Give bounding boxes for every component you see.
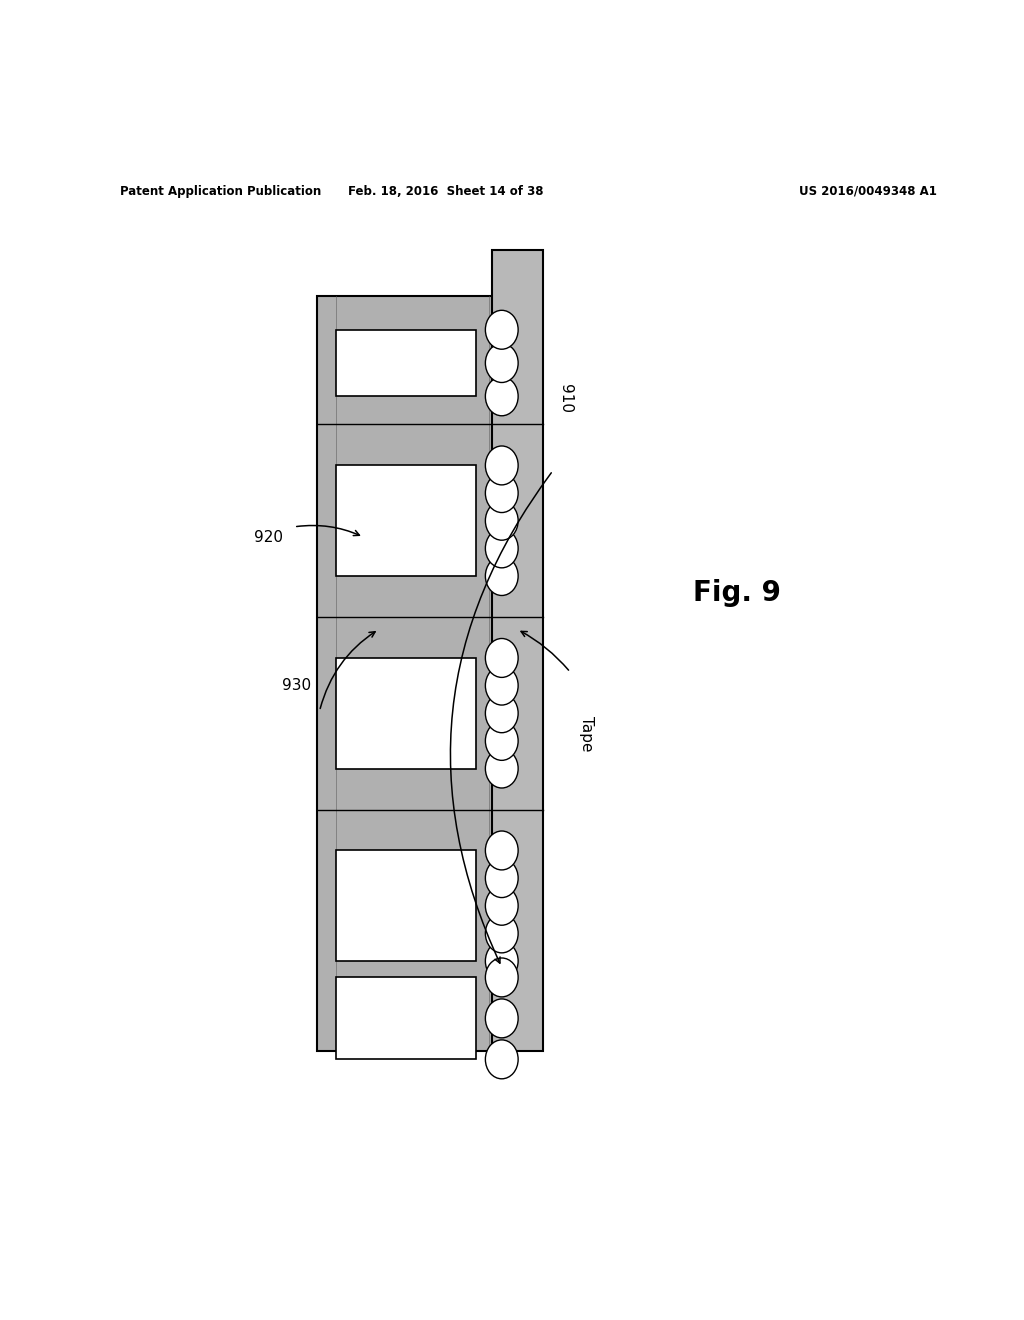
Ellipse shape xyxy=(485,343,518,383)
Ellipse shape xyxy=(485,886,518,925)
Ellipse shape xyxy=(485,502,518,540)
Bar xyxy=(336,977,476,1060)
Text: Tape: Tape xyxy=(579,715,594,751)
Text: Fig. 9: Fig. 9 xyxy=(693,579,781,607)
Ellipse shape xyxy=(485,446,518,484)
Ellipse shape xyxy=(485,310,518,350)
Ellipse shape xyxy=(485,858,518,898)
Ellipse shape xyxy=(485,639,518,677)
Bar xyxy=(336,466,476,576)
Ellipse shape xyxy=(485,1040,518,1078)
Ellipse shape xyxy=(485,722,518,760)
Bar xyxy=(336,657,476,768)
Ellipse shape xyxy=(485,832,518,870)
Ellipse shape xyxy=(485,474,518,512)
Text: 930: 930 xyxy=(283,678,311,693)
Text: Patent Application Publication: Patent Application Publication xyxy=(120,185,322,198)
Ellipse shape xyxy=(485,667,518,705)
Text: 920: 920 xyxy=(254,529,283,545)
Bar xyxy=(336,330,476,396)
Ellipse shape xyxy=(485,694,518,733)
Ellipse shape xyxy=(485,999,518,1038)
Bar xyxy=(317,297,517,1051)
Ellipse shape xyxy=(485,913,518,953)
Ellipse shape xyxy=(485,958,518,997)
Text: US 2016/0049348 A1: US 2016/0049348 A1 xyxy=(799,185,937,198)
Text: 910: 910 xyxy=(558,384,573,413)
Ellipse shape xyxy=(485,557,518,595)
Bar xyxy=(336,850,476,961)
Ellipse shape xyxy=(485,748,518,788)
Text: Feb. 18, 2016  Sheet 14 of 38: Feb. 18, 2016 Sheet 14 of 38 xyxy=(348,185,543,198)
Ellipse shape xyxy=(485,941,518,981)
Bar xyxy=(492,251,543,1051)
Ellipse shape xyxy=(485,378,518,416)
Ellipse shape xyxy=(485,529,518,568)
